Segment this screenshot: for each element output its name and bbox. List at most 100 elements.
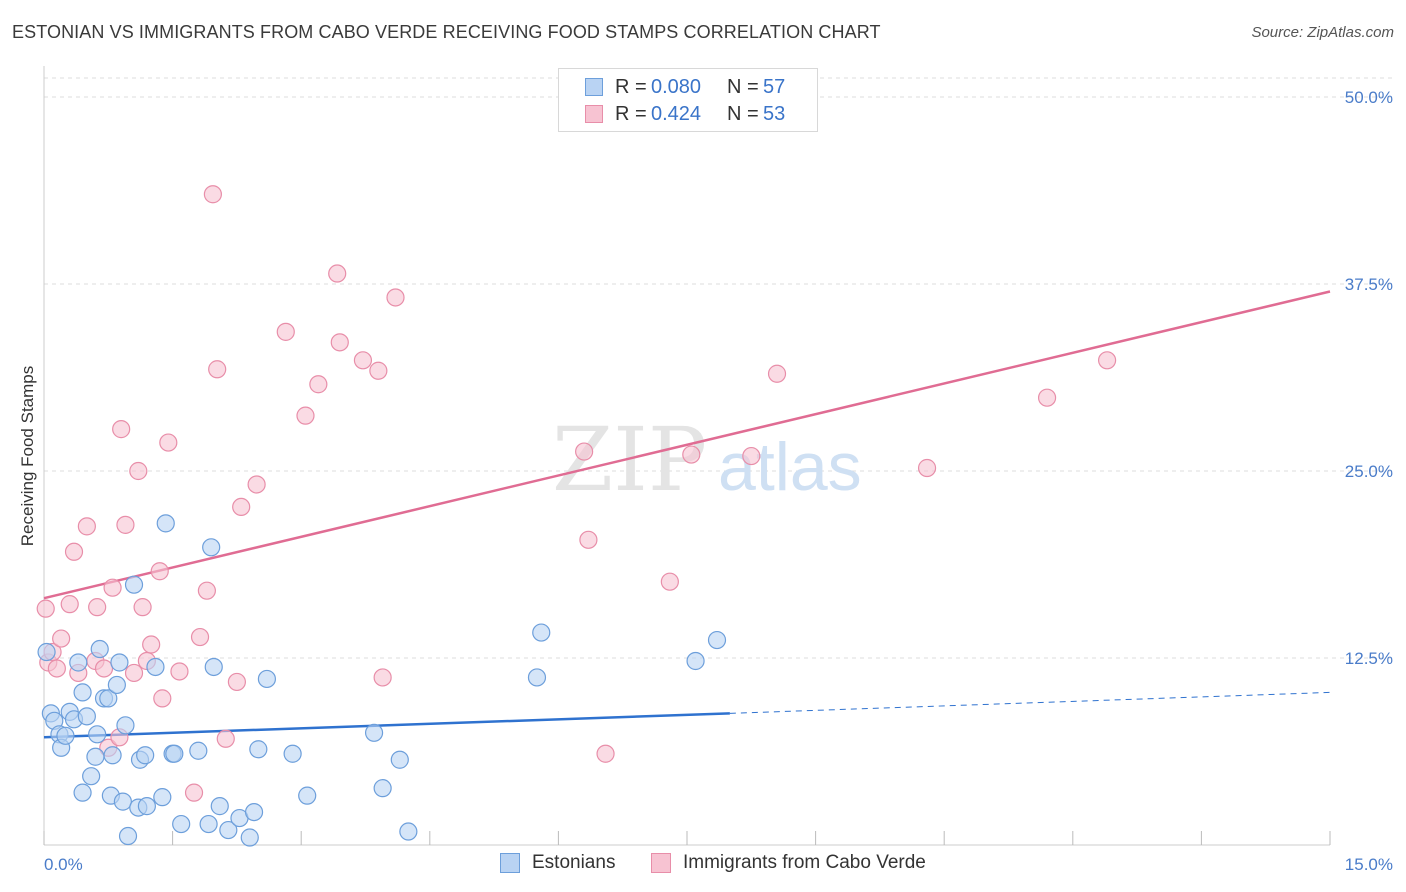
data-point-estonians (204, 657, 223, 677)
data-point-cabo-verde (216, 729, 235, 748)
data-point-cabo-verde (917, 458, 937, 478)
trend-line-estonians (43, 712, 730, 739)
data-point-cabo-verde (36, 599, 55, 618)
data-point-estonians (116, 716, 135, 735)
data-point-estonians (244, 802, 264, 822)
data-point-estonians (82, 767, 101, 786)
data-point-estonians (707, 630, 727, 650)
data-point-cabo-verde (296, 406, 315, 425)
data-point-estonians (69, 653, 88, 672)
legend-n-label: N = (727, 102, 759, 125)
legend-n-value: 57 (763, 75, 786, 98)
data-point-cabo-verde (1037, 388, 1057, 407)
data-point-cabo-verde (742, 446, 761, 466)
data-point-estonians (56, 726, 75, 745)
data-point-estonians (37, 642, 56, 662)
legend-label-estonians: Estonians (532, 852, 616, 873)
legend-swatch-blue (585, 78, 603, 96)
data-point-cabo-verde (682, 445, 701, 464)
data-point-estonians (156, 514, 175, 533)
data-point-estonians (165, 744, 184, 763)
trend-lines (43, 290, 1331, 739)
data-point-cabo-verde (575, 442, 594, 461)
data-point-cabo-verde (208, 360, 227, 379)
data-point-cabo-verde (159, 433, 178, 452)
legend-label-cabo-verde: Immigrants from Cabo Verde (683, 852, 926, 873)
data-point-estonians (103, 746, 122, 765)
legend-n-value: 53 (763, 102, 786, 125)
data-point-estonians (88, 725, 107, 744)
data-point-estonians (118, 826, 138, 846)
data-point-cabo-verde (247, 475, 266, 494)
data-point-estonians (373, 779, 392, 798)
data-point-estonians (257, 669, 277, 689)
trend-line-cabo-verde (43, 290, 1331, 600)
data-point-estonians (199, 814, 218, 834)
source-credit: Source: ZipAtlas.com (1251, 24, 1394, 41)
data-point-estonians (90, 639, 109, 659)
grid-lines (44, 77, 1392, 659)
data-point-cabo-verde (660, 572, 679, 591)
data-point-estonians (107, 675, 126, 695)
data-point-estonians (73, 783, 92, 802)
data-point-cabo-verde (153, 689, 172, 708)
legend-r-label: R = (615, 75, 647, 98)
data-point-cabo-verde (1097, 351, 1117, 370)
legend-swatch-blue (500, 853, 520, 873)
data-point-cabo-verde (190, 627, 210, 647)
data-point-estonians (73, 683, 92, 702)
legend-swatch-pink (651, 853, 671, 873)
data-point-cabo-verde (88, 598, 107, 617)
y-axis-label: Receiving Food Stamps (18, 366, 37, 546)
legend-swatch-pink (585, 105, 603, 123)
data-point-cabo-verde (232, 497, 251, 517)
data-point-cabo-verde (77, 517, 96, 536)
data-point-cabo-verde (124, 663, 144, 683)
data-point-estonians (532, 623, 551, 642)
data-point-estonians (124, 575, 144, 594)
data-point-cabo-verde (184, 783, 204, 802)
data-point-cabo-verde (103, 578, 122, 597)
data-point-cabo-verde (94, 659, 114, 678)
trend-line-estonians-extension (729, 691, 1331, 714)
watermark-atlas: atlas (718, 429, 862, 505)
legend-row-estonians: R = 0.080 N = 57 (585, 75, 785, 99)
data-point-cabo-verde (579, 530, 598, 549)
chart-title: ESTONIAN VS IMMIGRANTS FROM CABO VERDE R… (12, 22, 881, 42)
data-point-estonians (77, 707, 96, 726)
legend-row-cabo-verde: R = 0.424 N = 53 (585, 102, 785, 126)
data-point-cabo-verde (227, 672, 246, 692)
data-points (36, 185, 1117, 847)
data-point-estonians (86, 747, 105, 766)
data-point-cabo-verde (330, 333, 349, 352)
data-point-estonians (146, 657, 165, 677)
legend-item-cabo-verde: Immigrants from Cabo Verde (651, 852, 926, 874)
data-point-cabo-verde (203, 185, 222, 204)
data-point-cabo-verde (328, 264, 347, 283)
data-point-cabo-verde (60, 595, 79, 614)
data-point-cabo-verde (369, 361, 388, 380)
data-point-cabo-verde (112, 420, 131, 439)
data-point-cabo-verde (150, 562, 169, 581)
data-point-estonians (113, 792, 132, 811)
data-point-cabo-verde (133, 598, 152, 617)
data-point-estonians (527, 668, 547, 687)
x-tick-label: 15.0% (1345, 855, 1393, 874)
data-point-estonians (298, 786, 317, 805)
data-point-cabo-verde (52, 629, 71, 648)
data-point-cabo-verde (353, 351, 373, 370)
data-point-estonians (364, 723, 384, 742)
data-point-estonians (240, 828, 259, 847)
y-tick-label: 37.5% (1345, 275, 1393, 294)
legend-n-label: N = (727, 75, 759, 98)
data-point-cabo-verde (129, 461, 148, 481)
legend-item-estonians: Estonians (500, 852, 615, 874)
y-tick-label: 25.0% (1345, 462, 1393, 481)
data-point-cabo-verde (170, 662, 189, 681)
data-point-cabo-verde (116, 515, 135, 534)
series-legend: Estonians Immigrants from Cabo Verde (0, 852, 1406, 878)
data-point-cabo-verde (197, 581, 216, 600)
data-point-estonians (249, 740, 268, 759)
data-point-estonians (153, 788, 172, 807)
tick-labels: 12.5% 25.0% 37.5% 50.0% 0.0% 15.0% (44, 88, 1393, 874)
